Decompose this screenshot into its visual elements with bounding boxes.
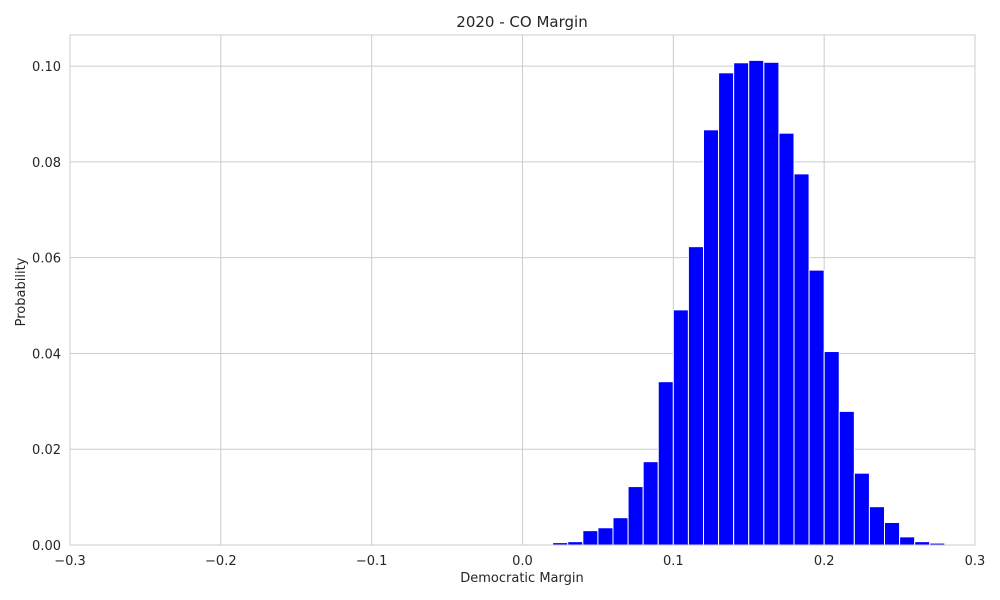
histogram-bar bbox=[687, 246, 705, 546]
y-tick-label: 0.04 bbox=[32, 347, 61, 362]
x-tick-label: −0.3 bbox=[54, 554, 86, 569]
x-tick-labels: −0.3 −0.2 −0.1 0.0 0.1 0.2 0.3 bbox=[54, 554, 985, 569]
histogram-bar bbox=[793, 173, 810, 546]
y-tick-label: 0.02 bbox=[32, 443, 61, 458]
x-tick-label: 0.0 bbox=[512, 554, 533, 569]
histogram-bar bbox=[778, 132, 795, 546]
plot-frame bbox=[69, 34, 976, 546]
y-tick-label: 0.06 bbox=[32, 252, 61, 267]
histogram-bar bbox=[657, 381, 674, 546]
histogram-bar bbox=[582, 530, 599, 546]
histogram-bar bbox=[748, 59, 765, 546]
histogram-bar bbox=[672, 309, 689, 546]
x-tick-label: −0.2 bbox=[205, 554, 237, 569]
histogram-bar bbox=[853, 472, 870, 546]
y-tick-labels: 0.00 0.02 0.04 0.06 0.08 0.10 bbox=[32, 60, 61, 554]
y-axis-label: Probability bbox=[14, 257, 29, 326]
histogram-bars bbox=[552, 59, 946, 546]
histogram-bar bbox=[899, 536, 916, 546]
histogram-bar bbox=[567, 541, 584, 546]
histogram-bar bbox=[808, 269, 825, 546]
histogram-bar bbox=[884, 521, 901, 546]
y-tick-label: 0.10 bbox=[32, 60, 61, 75]
x-tick-label: 0.2 bbox=[814, 554, 835, 569]
histogram-bar bbox=[642, 461, 659, 546]
x-tick-label: −0.1 bbox=[356, 554, 388, 569]
x-tick-label: 0.3 bbox=[965, 554, 986, 569]
histogram-bar bbox=[838, 410, 855, 546]
x-axis-label: Democratic Margin bbox=[460, 571, 583, 586]
histogram-bar bbox=[627, 486, 644, 546]
histogram-bar bbox=[763, 61, 780, 546]
x-tick-label: 0.1 bbox=[663, 554, 684, 569]
histogram-bar bbox=[823, 351, 840, 546]
chart-title: 2020 - CO Margin bbox=[456, 13, 587, 31]
histogram-bar bbox=[733, 62, 750, 546]
histogram-bar bbox=[703, 129, 720, 546]
histogram-bar bbox=[612, 517, 629, 546]
y-tick-label: 0.08 bbox=[32, 156, 61, 171]
histogram-bar bbox=[868, 506, 886, 546]
y-tick-label: 0.00 bbox=[32, 539, 61, 554]
histogram-bar bbox=[718, 72, 735, 546]
histogram-bar bbox=[914, 541, 931, 546]
histogram-bar bbox=[597, 527, 614, 546]
